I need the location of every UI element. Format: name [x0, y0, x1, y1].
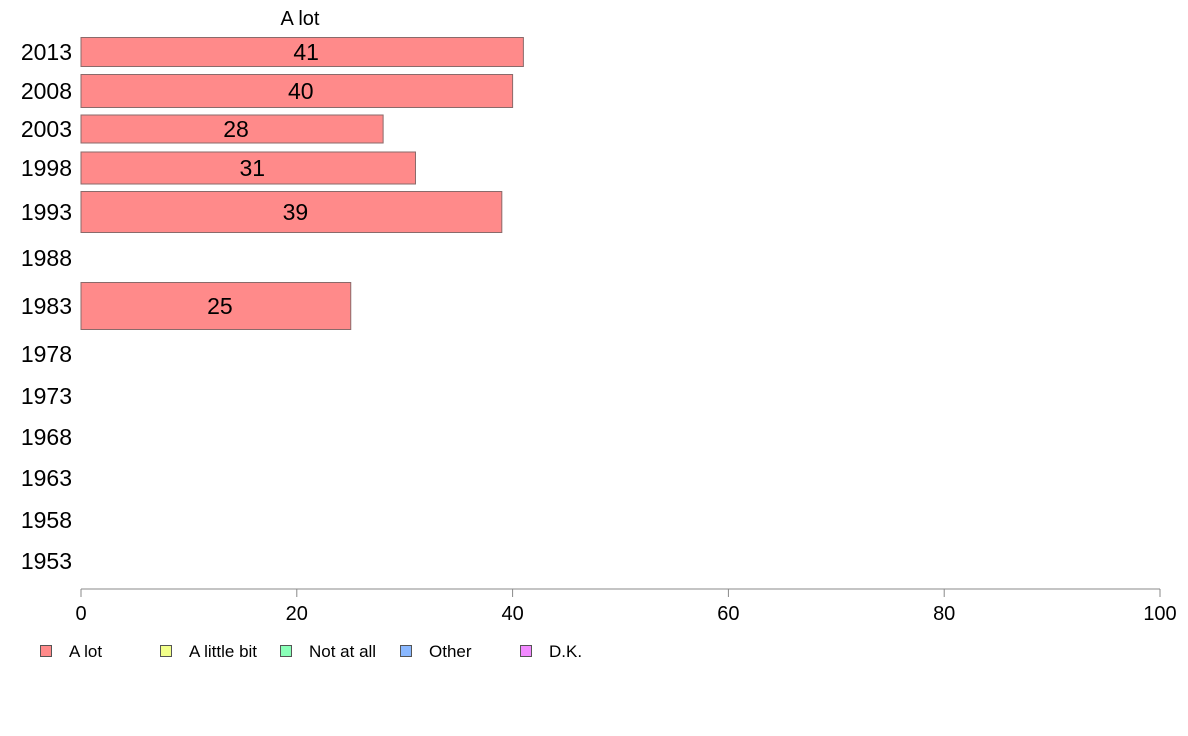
bar [80, 151, 416, 185]
y-tick-label: 1988 [21, 245, 72, 271]
y-axis-labels: 2013 2008 2003 1998 1993 1988 1983 1978 1973 1968… [21, 39, 72, 574]
y-tick-label: 2003 [21, 116, 72, 142]
legend-label: D.K. [549, 642, 583, 661]
y-tick-label: 1993 [21, 199, 72, 225]
legend-swatch [40, 645, 52, 657]
x-tick-label: 60 [717, 603, 739, 625]
x-axis: 0 20 40 60 80 100 [75, 588, 1177, 625]
bar [80, 37, 524, 67]
data-label: 40 [288, 78, 314, 104]
data-label: 25 [207, 293, 233, 319]
legend-swatch [280, 645, 292, 657]
y-tick-label: 1953 [21, 548, 72, 574]
legend-label: Not at all [309, 642, 377, 661]
bar [80, 282, 352, 330]
x-tick-label: 0 [75, 603, 86, 625]
data-label: 28 [223, 116, 249, 142]
data-label: 39 [283, 199, 309, 225]
bar [80, 191, 503, 233]
legend-swatch [160, 645, 172, 657]
y-tick-label: 1958 [21, 507, 72, 533]
legend-swatch [400, 645, 412, 657]
chart-title: A lot [281, 8, 320, 30]
x-tick-label: 100 [1143, 603, 1176, 625]
y-tick-label: 1973 [21, 383, 72, 409]
y-tick-label: 2013 [21, 39, 72, 65]
y-tick-label: 1963 [21, 465, 72, 491]
data-label: 31 [239, 155, 265, 181]
y-tick-label: 1968 [21, 424, 72, 450]
x-tick-label: 40 [501, 603, 523, 625]
x-tick-label: 80 [933, 603, 955, 625]
data-label: 41 [293, 39, 319, 65]
legend-swatch [520, 645, 532, 657]
legend-label: A lot [69, 642, 103, 661]
chart-area: A lot 41 40 28 31 39 25 2013 2008 2003 1998 1993 1… [21, 8, 1177, 625]
bar [80, 114, 384, 144]
legend-label: A little bit [189, 642, 258, 661]
y-tick-label: 1998 [21, 155, 72, 181]
legend-label: Other [429, 642, 472, 661]
bar [80, 74, 514, 108]
x-tick-label: 20 [286, 603, 308, 625]
y-tick-label: 1983 [21, 293, 72, 319]
bar-series: 41 40 28 31 39 25 [80, 37, 524, 330]
y-tick-label: 2008 [21, 78, 72, 104]
y-tick-label: 1978 [21, 341, 72, 367]
